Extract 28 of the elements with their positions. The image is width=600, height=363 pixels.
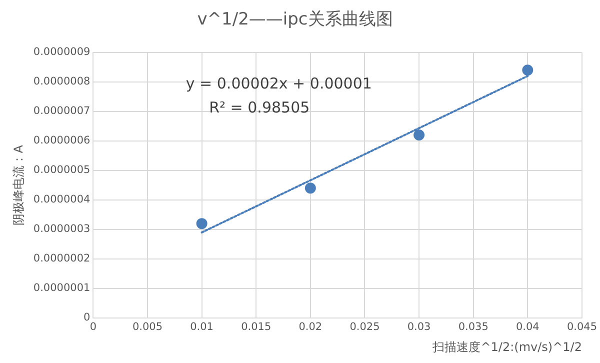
x-tick-label: 0.02: [298, 321, 322, 334]
x-tick-label: 0.01: [190, 321, 214, 334]
point: [522, 64, 534, 76]
y-tick-label: 0.0000007: [33, 105, 90, 118]
x-tick-label: 0.005: [132, 321, 163, 334]
y-tick-label: 0.0000005: [33, 164, 90, 176]
x-tick-label: 0.025: [350, 321, 380, 334]
y-tick-label: 0.0000008: [33, 76, 90, 88]
point: [196, 218, 208, 230]
y-tick-label: 0.0000001: [33, 282, 90, 294]
x-tick-label: 0.04: [516, 321, 540, 334]
y-axis-title: 阴极峰电流：A: [11, 144, 26, 226]
y-tick-label: 0: [83, 312, 90, 324]
x-tick-label: 0.015: [241, 321, 272, 334]
y-tick-label: 0.0000004: [33, 194, 90, 206]
annotation: R² = 0.98505: [209, 98, 310, 116]
x-axis-title: 扫描速度^1/2:(mv/s)^1/2: [432, 340, 582, 354]
x-tick-label: 0.035: [458, 321, 488, 334]
x-tick-label: 0.03: [407, 321, 431, 334]
x-tick-label: 0.045: [566, 321, 597, 334]
y-tick-label: 0.0000002: [33, 252, 90, 265]
annotation: y = 0.00002x + 0.00001: [186, 74, 372, 92]
point: [304, 182, 316, 194]
point: [414, 130, 425, 141]
y-tick-label: 0.0000003: [33, 223, 90, 236]
y-tick-label: 0.0000009: [33, 46, 90, 58]
y-tick-label: 0.0000006: [33, 134, 90, 147]
chart-title: v^1/2——ipc关系曲线图: [197, 10, 393, 30]
